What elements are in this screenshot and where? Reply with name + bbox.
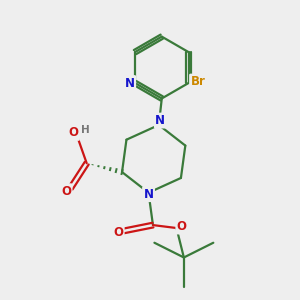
Text: O: O (68, 126, 78, 140)
Text: O: O (113, 226, 123, 239)
Text: N: N (155, 114, 165, 127)
Text: Br: Br (190, 75, 206, 88)
Text: N: N (125, 76, 135, 89)
Text: O: O (177, 220, 187, 233)
Text: H: H (81, 125, 90, 135)
Text: N: N (143, 188, 154, 201)
Text: O: O (61, 185, 71, 198)
